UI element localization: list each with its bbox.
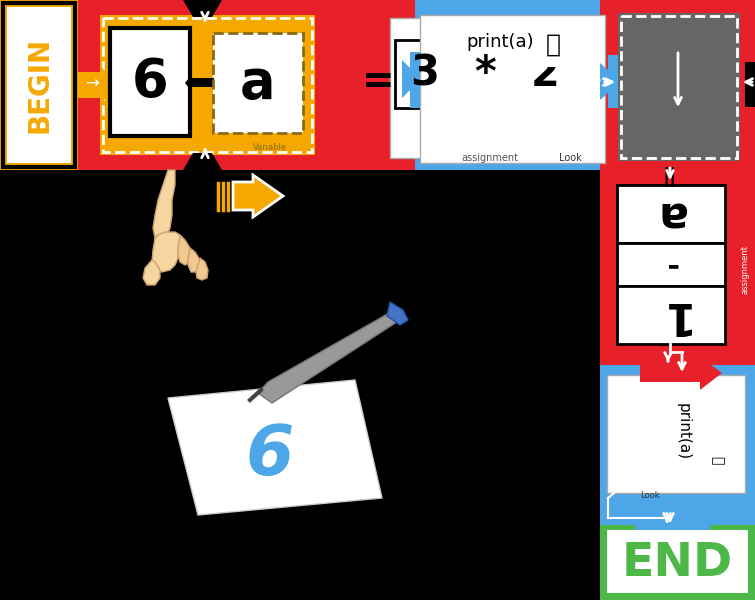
Polygon shape [153,170,175,242]
Bar [390,18,590,158]
Text: a: a [240,57,276,109]
Text: END: END [621,541,732,586]
Bar [617,286,725,344]
Polygon shape [188,248,200,272]
Bar [600,525,755,600]
Polygon shape [640,357,722,390]
Polygon shape [745,62,755,107]
Bar [600,0,755,170]
Bar [192,78,214,87]
Text: 3: 3 [411,53,439,95]
Text: =: = [362,63,394,101]
Polygon shape [600,55,618,108]
Text: 1: 1 [655,293,686,337]
Text: Variable: Variable [253,143,287,152]
Bar [0,0,755,170]
Text: BEGIN: BEGIN [26,37,54,133]
Bar [635,510,710,530]
Polygon shape [258,308,403,403]
Text: *: * [474,53,496,95]
Bar [213,33,303,133]
Bar [600,365,755,530]
Polygon shape [143,260,160,285]
Polygon shape [168,380,382,515]
Bar [621,16,737,158]
Text: assignment: assignment [741,245,750,295]
Bar [607,375,745,493]
Polygon shape [196,258,208,280]
Polygon shape [588,48,610,108]
Bar [600,170,755,365]
Bar [110,28,190,136]
Text: 6: 6 [131,56,168,108]
Bar [103,18,312,152]
Text: →: → [85,75,99,93]
Text: ||: || [663,167,677,187]
Bar [617,243,725,286]
Text: 6: 6 [246,421,294,488]
Bar [600,525,755,600]
Text: 🤖: 🤖 [546,33,560,57]
Bar [515,40,575,108]
Text: print(a): print(a) [676,403,690,460]
Text: 🤖: 🤖 [710,456,724,464]
Bar [530,25,580,67]
Bar [420,15,605,163]
Bar [0,170,600,600]
Polygon shape [185,74,192,92]
Text: a: a [656,193,686,235]
Bar [618,13,740,161]
Polygon shape [152,232,182,272]
Text: 2: 2 [531,53,559,95]
Polygon shape [387,302,408,325]
Text: -: - [664,250,677,279]
Text: Look: Look [559,153,581,163]
Bar [0,0,78,170]
Text: print(a): print(a) [466,33,534,51]
Bar [645,505,700,527]
Text: Look: Look [640,491,660,499]
Polygon shape [178,235,192,265]
Bar [415,0,600,170]
Bar [3,3,75,167]
Polygon shape [402,52,420,108]
Polygon shape [233,175,283,217]
Polygon shape [78,65,116,105]
Bar [697,440,727,470]
Bar [213,33,303,133]
Bar [617,185,725,243]
Bar [395,40,455,108]
Polygon shape [183,0,222,17]
Bar [7,7,71,163]
Polygon shape [183,153,222,170]
Text: assignment: assignment [461,153,519,163]
Bar [455,40,515,108]
Bar [605,528,750,595]
Bar [100,15,315,155]
